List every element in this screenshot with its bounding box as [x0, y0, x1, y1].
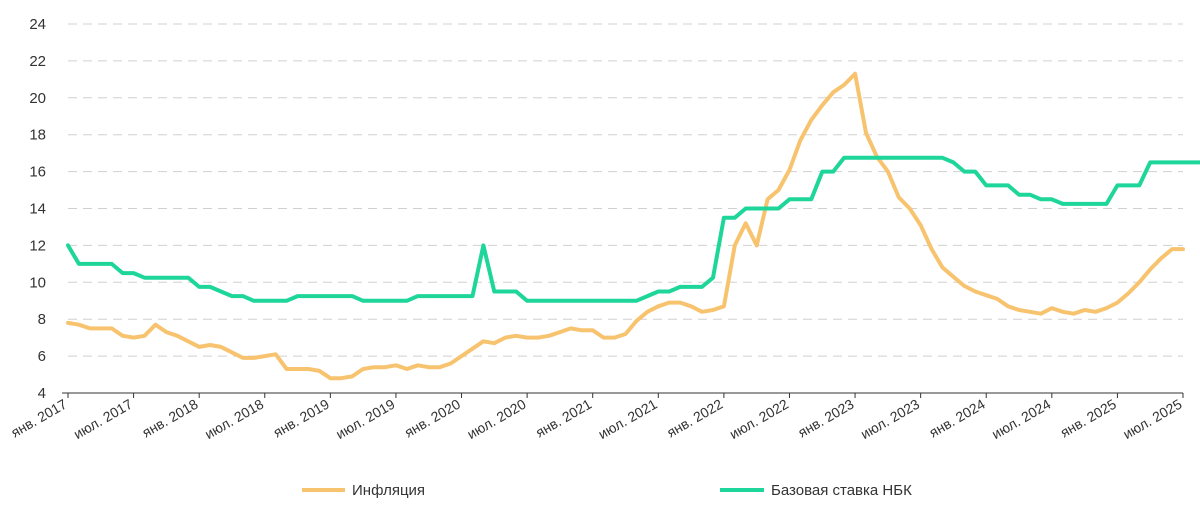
series-line-base-rate — [66, 155, 1200, 303]
x-tick-label: янв. 2021 — [533, 396, 595, 441]
y-tick-label: 4 — [38, 385, 46, 402]
y-tick-label: 16 — [29, 164, 46, 181]
x-tick-label: июл. 2020 — [464, 396, 529, 443]
x-tick-label: июл. 2018 — [202, 396, 267, 443]
series-lines — [66, 71, 1200, 381]
y-tick-label: 6 — [38, 348, 46, 365]
y-tick-label: 10 — [29, 274, 46, 291]
gridlines — [68, 23, 1183, 357]
x-tick-label: янв. 2019 — [270, 396, 332, 441]
x-tick-label: янв. 2022 — [664, 396, 726, 441]
x-tick-label: июл. 2023 — [858, 396, 923, 443]
x-tick-label: янв. 2018 — [139, 396, 201, 441]
x-tick-label: янв. 2024 — [926, 396, 988, 441]
y-tick-label: 20 — [29, 90, 46, 107]
legend-label: Базовая ставка НБК — [771, 482, 912, 499]
x-tick-label: июл. 2017 — [71, 396, 136, 443]
x-tick-label: янв. 2017 — [8, 396, 70, 441]
y-tick-label: 12 — [29, 237, 46, 254]
x-tick-label: янв. 2020 — [402, 396, 464, 441]
legend: Инфляция Базовая ставка НБК — [302, 482, 912, 499]
x-tick-label: янв. 2023 — [795, 396, 857, 441]
y-tick-label: 24 — [29, 16, 46, 33]
y-tick-label: 8 — [38, 311, 46, 328]
x-tick-label: июл. 2025 — [1120, 396, 1185, 443]
y-axis: 4 6 8 10 12 14 16 18 20 22 24 — [29, 16, 1183, 402]
x-tick-label: июл. 2019 — [333, 396, 398, 443]
x-axis: янв. 2017 июл. 2017 янв. 2018 июл. 2018 янв.… — [8, 393, 1185, 442]
y-tick-label: 22 — [29, 53, 46, 70]
x-tick-label: июл. 2024 — [989, 396, 1054, 443]
legend-label: Инфляция — [352, 482, 425, 499]
y-tick-label: 14 — [29, 201, 46, 218]
y-tick-label: 18 — [29, 127, 46, 144]
series-line-inflation — [66, 71, 1185, 381]
x-tick-label: янв. 2025 — [1057, 396, 1119, 441]
x-tick-label: июл. 2021 — [595, 396, 660, 443]
x-tick-label: июл. 2022 — [727, 396, 792, 443]
